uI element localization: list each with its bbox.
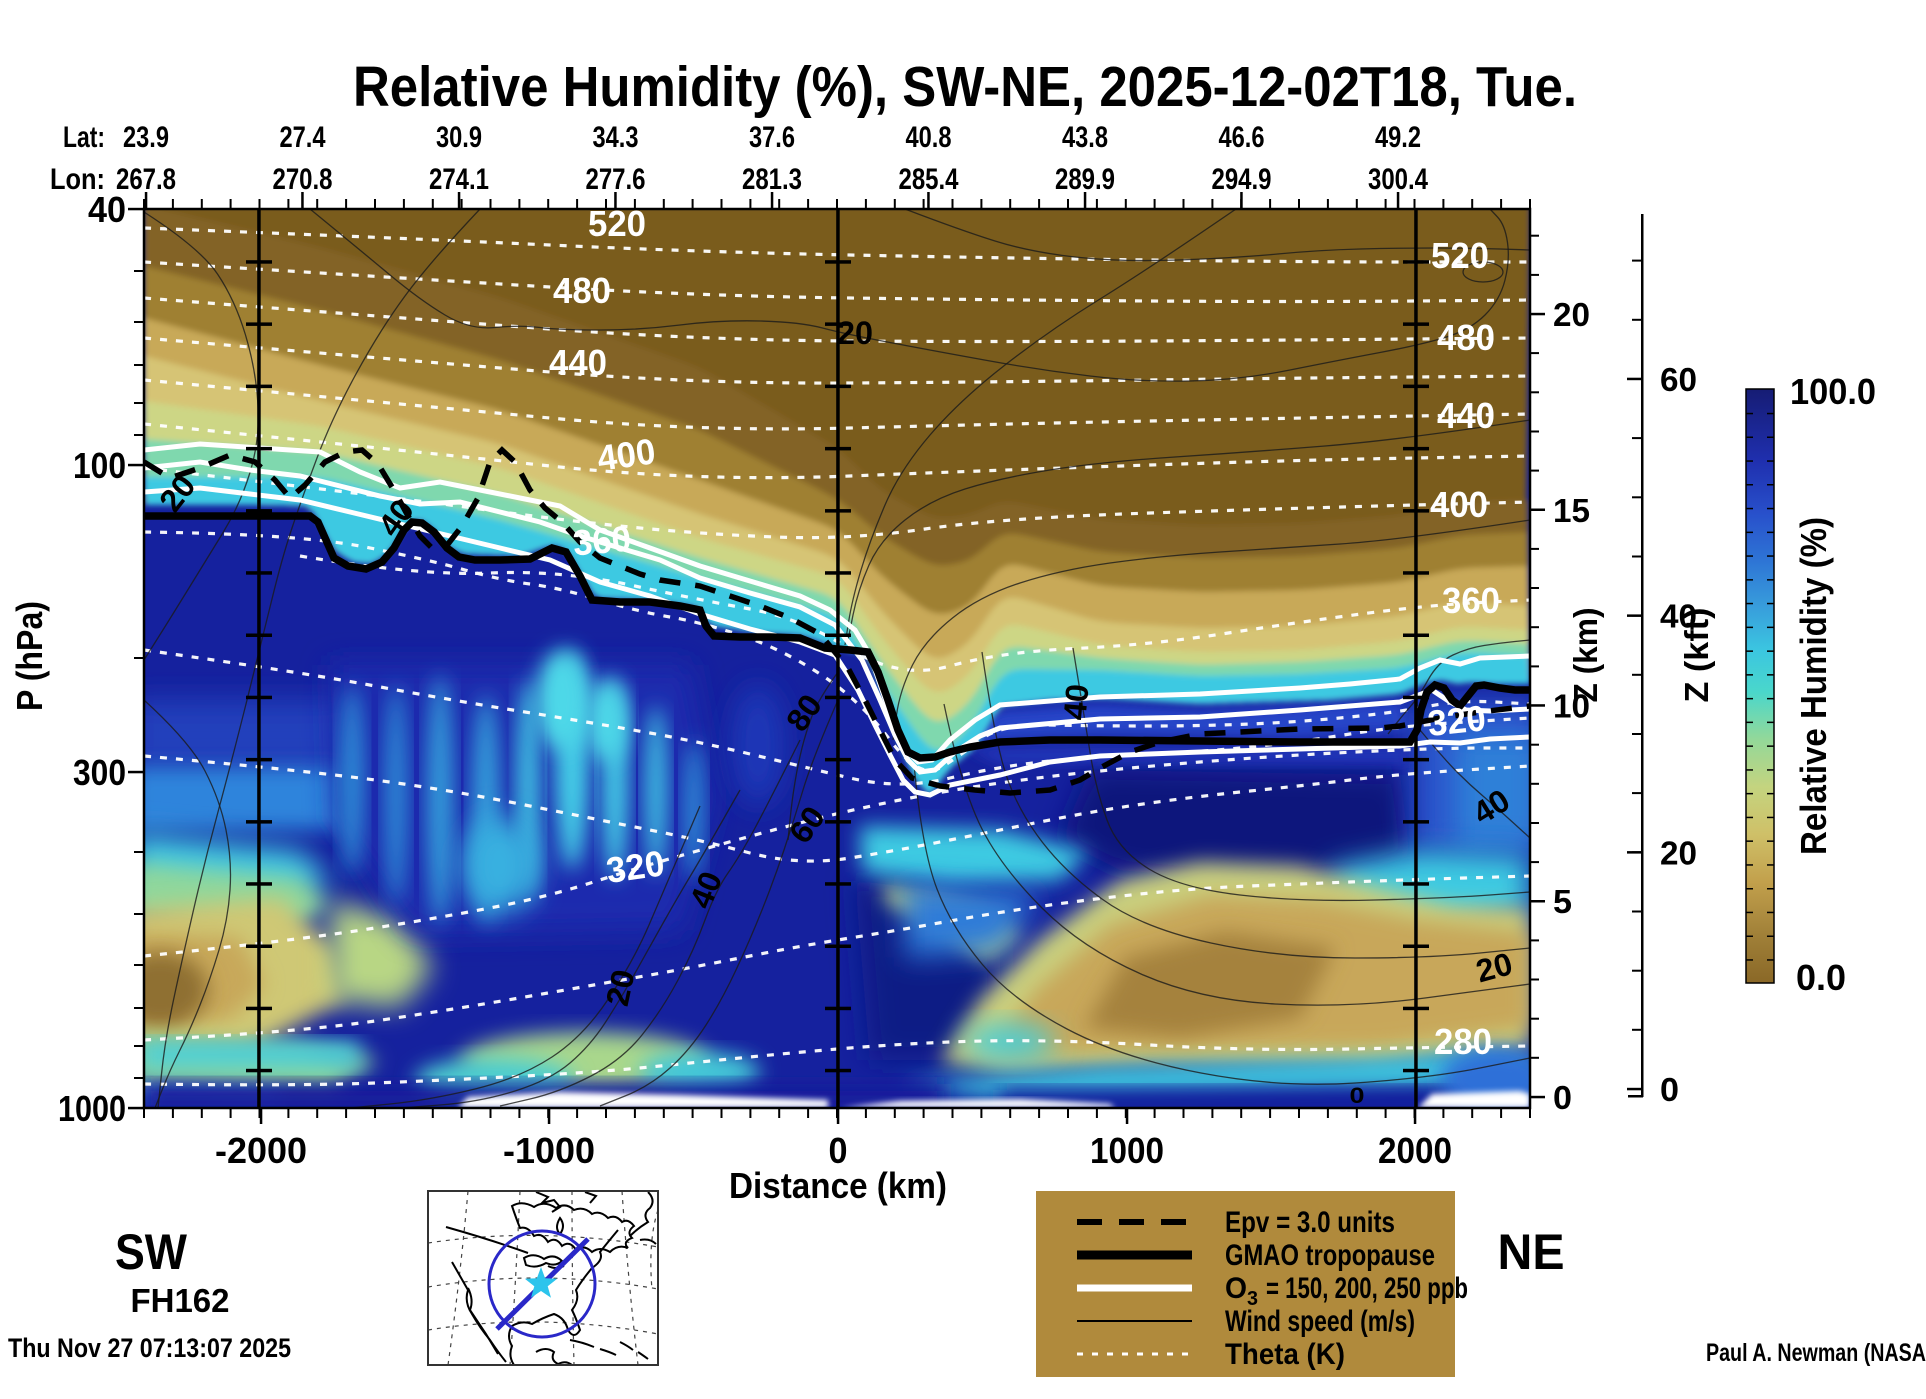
svg-text:480: 480: [1437, 317, 1495, 358]
svg-text:360: 360: [571, 518, 632, 564]
svg-text:520: 520: [1431, 235, 1489, 276]
svg-text:480: 480: [553, 270, 611, 311]
svg-text:289.9: 289.9: [1055, 163, 1115, 196]
svg-text:49.2: 49.2: [1375, 121, 1421, 154]
svg-text:Distance (km): Distance (km): [729, 1165, 947, 1206]
svg-text:300: 300: [73, 752, 126, 793]
svg-text:SW: SW: [115, 1224, 188, 1280]
svg-text:Epv = 3.0 units: Epv = 3.0 units: [1225, 1206, 1395, 1239]
svg-text:Lat:: Lat:: [63, 121, 105, 154]
svg-text:400: 400: [1430, 484, 1488, 525]
svg-text:GMAO tropopause: GMAO tropopause: [1225, 1239, 1435, 1272]
svg-text:274.1: 274.1: [429, 163, 489, 196]
svg-text:Theta (K): Theta (K): [1225, 1338, 1345, 1371]
svg-text:15: 15: [1553, 492, 1590, 529]
svg-text:3: 3: [1247, 1288, 1258, 1310]
svg-text:281.3: 281.3: [742, 163, 802, 196]
svg-text:= 150, 200, 250 ppb: = 150, 200, 250 ppb: [1266, 1272, 1468, 1305]
svg-text:20: 20: [599, 966, 642, 1009]
svg-text:440: 440: [1437, 395, 1495, 436]
svg-text:43.8: 43.8: [1062, 121, 1108, 154]
svg-text:FH162: FH162: [131, 1282, 230, 1319]
svg-text:60: 60: [1660, 361, 1697, 398]
svg-text:40.8: 40.8: [906, 121, 952, 154]
svg-text:270.8: 270.8: [273, 163, 333, 196]
svg-text:20: 20: [837, 315, 873, 351]
svg-text:0: 0: [829, 1130, 848, 1171]
svg-text:0: 0: [1350, 1083, 1365, 1108]
svg-text:NE: NE: [1498, 1224, 1565, 1280]
svg-text:294.9: 294.9: [1212, 163, 1272, 196]
svg-text:Paul A. Newman (NASA: Paul A. Newman (NASA: [1706, 1339, 1926, 1367]
svg-text:100: 100: [73, 445, 126, 486]
svg-text:1000: 1000: [58, 1088, 126, 1129]
svg-text:Relative Humidity (%), SW-NE,: Relative Humidity (%), SW-NE, 2025-12-02…: [353, 55, 1577, 119]
svg-text:34.3: 34.3: [593, 121, 639, 154]
svg-text:-2000: -2000: [215, 1130, 307, 1171]
svg-text:40: 40: [88, 189, 126, 230]
svg-text:520: 520: [588, 203, 646, 244]
svg-text:-1000: -1000: [503, 1130, 595, 1171]
svg-text:285.4: 285.4: [899, 163, 959, 196]
svg-text:5: 5: [1553, 883, 1572, 920]
svg-text:30.9: 30.9: [436, 121, 482, 154]
svg-text:0.0: 0.0: [1796, 957, 1846, 998]
svg-text:320: 320: [604, 842, 667, 891]
svg-text:40: 40: [1057, 683, 1096, 722]
svg-text:277.6: 277.6: [586, 163, 646, 196]
svg-text:23.9: 23.9: [123, 121, 169, 154]
svg-text:46.6: 46.6: [1219, 121, 1265, 154]
svg-text:20: 20: [1660, 834, 1697, 871]
svg-text:2000: 2000: [1378, 1130, 1452, 1171]
svg-text:0: 0: [1553, 1079, 1572, 1116]
svg-text:400: 400: [595, 430, 658, 479]
svg-text:O: O: [1225, 1272, 1247, 1305]
svg-text:360: 360: [1442, 580, 1500, 621]
svg-text:Z (km): Z (km): [1567, 608, 1604, 703]
svg-text:1000: 1000: [1090, 1130, 1164, 1171]
svg-text:P (hPa): P (hPa): [9, 601, 50, 711]
svg-text:Lon:: Lon:: [50, 163, 105, 196]
svg-text:280: 280: [1434, 1021, 1492, 1062]
svg-text:440: 440: [549, 342, 607, 383]
svg-text:320: 320: [1426, 697, 1488, 744]
svg-text:Thu Nov 27 07:13:07 2025: Thu Nov 27 07:13:07 2025: [8, 1333, 291, 1363]
svg-text:40: 40: [1660, 598, 1697, 635]
svg-text:300.4: 300.4: [1368, 163, 1428, 196]
svg-text:10: 10: [1553, 688, 1590, 725]
svg-text:100.0: 100.0: [1790, 371, 1876, 412]
svg-text:27.4: 27.4: [280, 121, 326, 154]
svg-text:20: 20: [1553, 296, 1590, 333]
svg-text:Wind speed (m/s): Wind speed (m/s): [1225, 1305, 1415, 1338]
svg-text:267.8: 267.8: [116, 163, 176, 196]
svg-text:Relative Humidity (%): Relative Humidity (%): [1793, 517, 1834, 855]
svg-text:Z (kft): Z (kft): [1678, 608, 1715, 703]
svg-text:37.6: 37.6: [749, 121, 795, 154]
svg-text:0: 0: [1660, 1071, 1679, 1108]
